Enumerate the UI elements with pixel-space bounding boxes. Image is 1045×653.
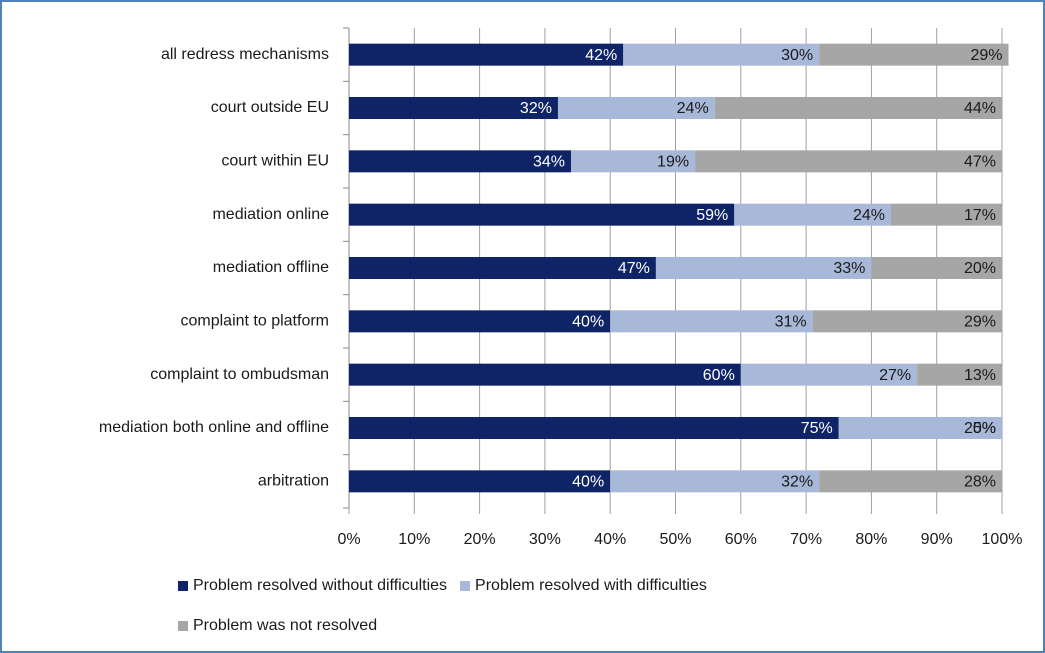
x-tick-label: 70% <box>790 531 822 548</box>
bar-segment <box>838 417 1002 439</box>
bar-segment <box>890 203 1002 226</box>
y-tick-label: court within EU <box>221 153 329 170</box>
data-label: 29% <box>964 314 996 331</box>
y-tick-label: complaint to ombudsman <box>150 366 329 383</box>
data-label: 19% <box>657 154 689 171</box>
bar-segment <box>819 43 1009 66</box>
data-label: 44% <box>964 100 996 117</box>
bar-segment <box>623 43 820 66</box>
bar-segment <box>740 363 918 386</box>
data-label: 32% <box>520 100 552 117</box>
x-tick-label: 60% <box>725 531 757 548</box>
x-tick-label: 100% <box>982 531 1023 548</box>
bar-segment <box>917 363 1002 386</box>
y-tick-label: court outside EU <box>211 99 329 116</box>
bar-segment <box>349 203 735 226</box>
data-label: 40% <box>572 314 604 331</box>
x-tick-label: 80% <box>855 531 887 548</box>
x-tick-label: 30% <box>529 531 561 548</box>
data-label: 29% <box>970 47 1002 64</box>
data-label: 32% <box>781 474 813 491</box>
x-tick-label: 90% <box>921 531 953 548</box>
y-tick-label: all redress mechanisms <box>161 46 329 63</box>
data-label: 31% <box>775 314 807 331</box>
data-label: 13% <box>964 367 996 384</box>
data-label: 47% <box>964 154 996 171</box>
data-label: 28% <box>964 474 996 491</box>
data-label: 24% <box>853 207 885 224</box>
y-tick-label: arbitration <box>258 473 329 490</box>
bar-segment <box>349 97 558 119</box>
bar-segment <box>812 310 1002 333</box>
data-label: 0% <box>973 420 996 437</box>
bar-segment <box>349 417 839 439</box>
legend-label: Problem was not resolved <box>193 617 377 634</box>
data-label: 25% <box>964 420 996 437</box>
y-tick-label: mediation offline <box>213 259 329 276</box>
data-label: 75% <box>801 420 833 437</box>
x-tick-label: 10% <box>398 531 430 548</box>
bar-segment <box>610 310 813 333</box>
data-label: 27% <box>879 367 911 384</box>
data-label: 34% <box>533 154 565 171</box>
bar-segment <box>714 97 1002 119</box>
bar-segment <box>734 203 891 226</box>
legend-label: Problem resolved without difficulties <box>193 577 447 594</box>
bar-segment <box>349 363 741 386</box>
bar-segment <box>610 470 820 493</box>
bar-segment <box>349 43 624 66</box>
data-label: 40% <box>572 474 604 491</box>
data-label: 17% <box>964 207 996 224</box>
x-tick-label: 50% <box>659 531 691 548</box>
bar-segment <box>349 150 572 173</box>
data-label: 33% <box>833 260 865 277</box>
data-label: 47% <box>618 260 650 277</box>
bar-segment <box>695 150 1002 173</box>
legend-swatch <box>178 621 188 631</box>
bar-segment <box>655 257 872 279</box>
data-label: 59% <box>696 207 728 224</box>
bar-segment <box>557 97 715 119</box>
data-label: 20% <box>964 260 996 277</box>
x-tick-label: 0% <box>337 531 360 548</box>
bar-segment <box>349 310 611 333</box>
y-tick-label: mediation both online and offline <box>99 419 329 436</box>
x-tick-label: 20% <box>464 531 496 548</box>
data-label: 24% <box>677 100 709 117</box>
legend-label: Problem resolved with difficulties <box>475 577 707 594</box>
legend-swatch <box>178 581 188 591</box>
x-tick-label: 40% <box>594 531 626 548</box>
bar-segment <box>349 470 611 493</box>
bar-segment <box>819 470 1002 493</box>
y-tick-label: mediation online <box>212 206 329 223</box>
bar-segment <box>871 257 1002 279</box>
bar-segment <box>571 150 696 173</box>
data-label: 60% <box>703 367 735 384</box>
bar-segment <box>349 257 656 279</box>
y-tick-label: complaint to platform <box>180 313 329 330</box>
data-label: 30% <box>781 47 813 64</box>
legend-swatch <box>460 581 471 591</box>
data-label: 42% <box>585 47 617 64</box>
